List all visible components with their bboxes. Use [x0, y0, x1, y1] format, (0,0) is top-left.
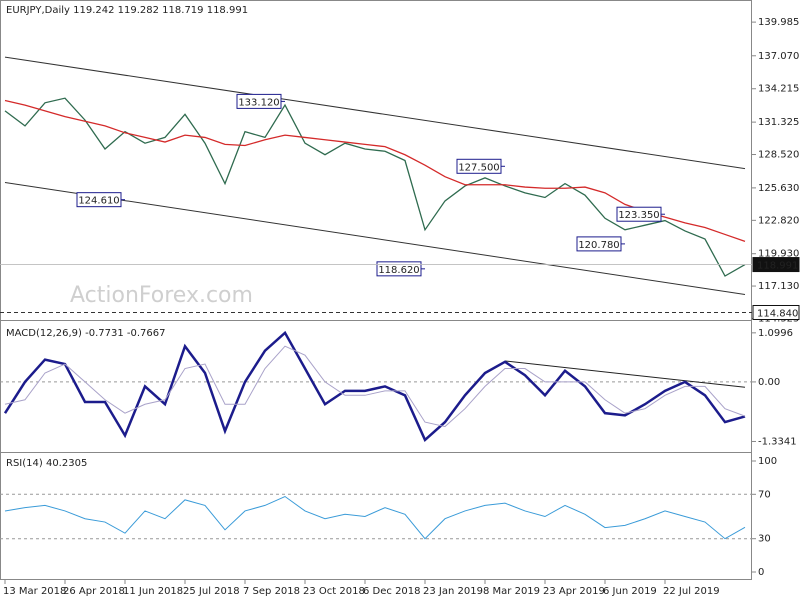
- x-tick-label: 23 Apr 2019: [543, 586, 605, 597]
- y-tick-label: 0: [758, 567, 764, 578]
- x-tick-label: 26 Apr 2018: [63, 586, 125, 597]
- y-tick-label: 122.820: [758, 215, 799, 226]
- trend-line: [4, 181, 746, 295]
- x-tick-label: 11 Jun 2018: [123, 586, 183, 597]
- annotation-label: 127.500: [458, 162, 499, 173]
- y-tick-label: 128.520: [758, 150, 799, 161]
- series-line: [4, 99, 746, 242]
- x-tick-label: 23 Jan 2019: [423, 586, 483, 597]
- y-tick-label: 1.0996: [758, 328, 793, 339]
- y-tick-label: 30: [758, 534, 771, 545]
- annotation-box: [456, 158, 502, 174]
- x-tick-label: 25 Jul 2018: [183, 586, 240, 597]
- x-tick-label: 23 Oct 2018: [303, 586, 365, 597]
- price-level-box: [752, 257, 800, 273]
- y-tick-label: -1.3341: [758, 436, 797, 447]
- x-tick-label: 22 Jul 2019: [663, 586, 720, 597]
- y-tick-label: 134.215: [758, 84, 799, 95]
- annotation-label: 120.780: [578, 240, 619, 251]
- price-level-label: 118.991: [757, 261, 798, 272]
- y-tick-label: 70: [758, 489, 771, 500]
- trend-line: [504, 360, 746, 388]
- series-line: [3, 330, 746, 443]
- y-tick-label: 119.930: [758, 249, 799, 260]
- series-line: [4, 495, 746, 540]
- frame: [0, 0, 752, 580]
- panel-title: RSI(14) 40.2305: [6, 458, 87, 469]
- y-tick-label: 100: [758, 456, 777, 467]
- annotation-box: [236, 93, 282, 109]
- price-level-box: [752, 304, 800, 320]
- y-tick-label: 137.070: [758, 51, 799, 62]
- x-tick-label: 6 Dec 2018: [363, 586, 421, 597]
- annotation-box: [576, 236, 622, 252]
- chart-title: EURJPY,Daily 119.242 119.282 118.719 118…: [6, 5, 248, 16]
- watermark: ActionForex.com: [70, 283, 253, 308]
- annotation-label: 123.350: [618, 210, 659, 221]
- annotation-label: 124.610: [78, 196, 119, 207]
- y-tick-label: 131.325: [758, 117, 799, 128]
- annotation-box: [76, 192, 122, 208]
- x-tick-label: 6 Jun 2019: [603, 586, 657, 597]
- y-tick-label: 125.630: [758, 183, 799, 194]
- annotation-label: 118.620: [378, 265, 419, 276]
- x-tick-label: 13 Mar 2018: [3, 586, 66, 597]
- series-line: [4, 345, 746, 428]
- y-tick-label: 139.985: [758, 17, 799, 28]
- annotation-label: 133.120: [238, 97, 279, 108]
- trend-line: [4, 56, 746, 170]
- y-tick-label: 0.00: [758, 377, 780, 388]
- x-tick-label: 7 Sep 2018: [243, 586, 300, 597]
- price-level-label: 114.840: [757, 308, 798, 319]
- annotation-box: [616, 206, 662, 222]
- panel-title: MACD(12,26,9) -0.7731 -0.7667: [6, 328, 166, 339]
- y-tick-label: 117.130: [758, 281, 799, 292]
- x-tick-label: 8 Mar 2019: [483, 586, 540, 597]
- annotation-box: [376, 261, 422, 277]
